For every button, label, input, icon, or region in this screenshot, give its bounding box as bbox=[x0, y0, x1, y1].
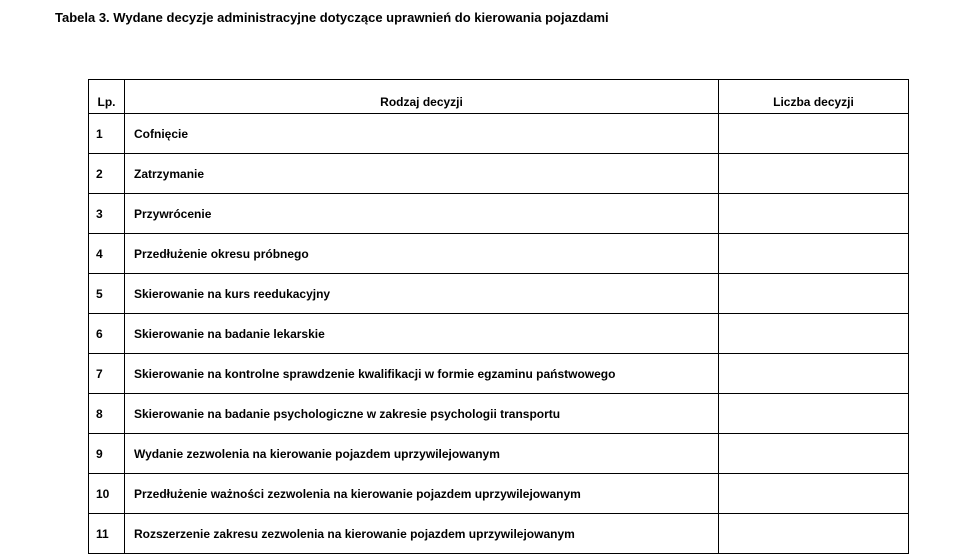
cell-lp: 11 bbox=[89, 514, 125, 554]
table-row: 5 Skierowanie na kurs reedukacyjny bbox=[89, 274, 909, 314]
cell-count bbox=[719, 514, 909, 554]
caption-prefix: Tabela 3. bbox=[55, 10, 110, 25]
page: Tabela 3. Wydane decyzje administracyjne… bbox=[0, 0, 975, 554]
cell-type: Przedłużenie okresu próbnego bbox=[125, 234, 719, 274]
table-row: 6 Skierowanie na badanie lekarskie bbox=[89, 314, 909, 354]
table-row: 4 Przedłużenie okresu próbnego bbox=[89, 234, 909, 274]
cell-lp: 3 bbox=[89, 194, 125, 234]
cell-count bbox=[719, 274, 909, 314]
cell-type: Skierowanie na badanie lekarskie bbox=[125, 314, 719, 354]
table-row: 11 Rozszerzenie zakresu zezwolenia na ki… bbox=[89, 514, 909, 554]
cell-type: Cofnięcie bbox=[125, 114, 719, 154]
cell-lp: 4 bbox=[89, 234, 125, 274]
cell-lp: 5 bbox=[89, 274, 125, 314]
cell-lp: 8 bbox=[89, 394, 125, 434]
cell-count bbox=[719, 474, 909, 514]
table-row: 10 Przedłużenie ważności zezwolenia na k… bbox=[89, 474, 909, 514]
col-header-type: Rodzaj decyzji bbox=[125, 80, 719, 114]
cell-count bbox=[719, 434, 909, 474]
cell-count bbox=[719, 154, 909, 194]
table-row: 9 Wydanie zezwolenia na kierowanie pojaz… bbox=[89, 434, 909, 474]
cell-lp: 6 bbox=[89, 314, 125, 354]
cell-type: Przywrócenie bbox=[125, 194, 719, 234]
cell-type: Rozszerzenie zakresu zezwolenia na kiero… bbox=[125, 514, 719, 554]
cell-lp: 10 bbox=[89, 474, 125, 514]
table-header-row: Lp. Rodzaj decyzji Liczba decyzji bbox=[89, 80, 909, 114]
cell-count bbox=[719, 234, 909, 274]
cell-type: Wydanie zezwolenia na kierowanie pojazde… bbox=[125, 434, 719, 474]
cell-type: Skierowanie na kurs reedukacyjny bbox=[125, 274, 719, 314]
cell-count bbox=[719, 354, 909, 394]
table-row: 8 Skierowanie na badanie psychologiczne … bbox=[89, 394, 909, 434]
cell-lp: 1 bbox=[89, 114, 125, 154]
cell-type: Zatrzymanie bbox=[125, 154, 719, 194]
cell-count bbox=[719, 314, 909, 354]
decisions-table: Lp. Rodzaj decyzji Liczba decyzji 1 Cofn… bbox=[88, 79, 909, 554]
cell-lp: 7 bbox=[89, 354, 125, 394]
cell-count bbox=[719, 114, 909, 154]
cell-count bbox=[719, 194, 909, 234]
cell-lp: 9 bbox=[89, 434, 125, 474]
cell-count bbox=[719, 394, 909, 434]
table-row: 2 Zatrzymanie bbox=[89, 154, 909, 194]
table-caption: Tabela 3. Wydane decyzje administracyjne… bbox=[55, 10, 609, 25]
table-row: 7 Skierowanie na kontrolne sprawdzenie k… bbox=[89, 354, 909, 394]
cell-type: Skierowanie na badanie psychologiczne w … bbox=[125, 394, 719, 434]
cell-lp: 2 bbox=[89, 154, 125, 194]
col-header-lp: Lp. bbox=[89, 80, 125, 114]
caption-text: Wydane decyzje administracyjne dotyczące… bbox=[110, 10, 609, 25]
cell-type: Skierowanie na kontrolne sprawdzenie kwa… bbox=[125, 354, 719, 394]
col-header-count: Liczba decyzji bbox=[719, 80, 909, 114]
cell-type: Przedłużenie ważności zezwolenia na kier… bbox=[125, 474, 719, 514]
table-row: 3 Przywrócenie bbox=[89, 194, 909, 234]
table-row: 1 Cofnięcie bbox=[89, 114, 909, 154]
